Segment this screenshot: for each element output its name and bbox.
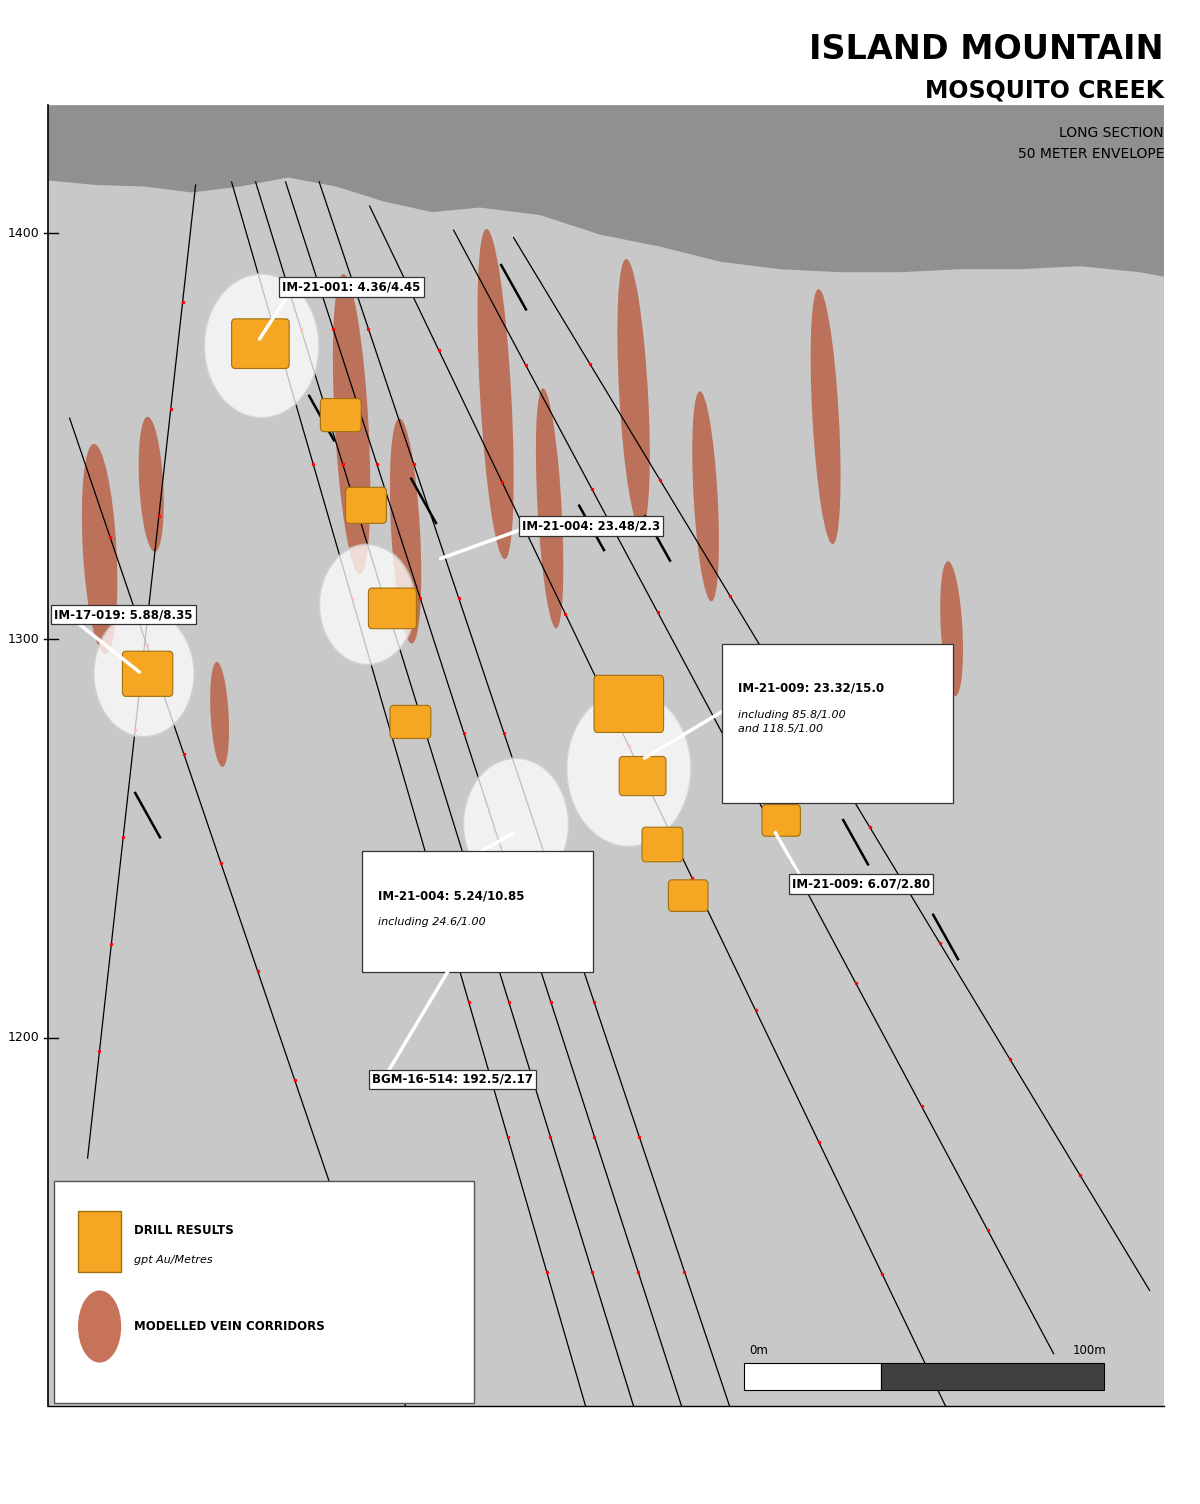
FancyBboxPatch shape: [762, 805, 800, 836]
Ellipse shape: [78, 1290, 121, 1363]
Text: IM-21-001: 4.36/4.45: IM-21-001: 4.36/4.45: [282, 280, 420, 293]
Ellipse shape: [332, 274, 371, 575]
Text: IM-21-004: 5.24/10.85: IM-21-004: 5.24/10.85: [378, 889, 524, 902]
Text: including 85.8/1.00
and 118.5/1.00: including 85.8/1.00 and 118.5/1.00: [738, 710, 846, 734]
Ellipse shape: [82, 444, 118, 654]
Text: 1400: 1400: [8, 227, 40, 239]
Ellipse shape: [617, 259, 650, 529]
Text: gpt Au/Metres: gpt Au/Metres: [134, 1256, 214, 1265]
Ellipse shape: [210, 662, 229, 767]
FancyBboxPatch shape: [368, 588, 416, 629]
Ellipse shape: [811, 289, 840, 544]
FancyBboxPatch shape: [232, 319, 289, 368]
Circle shape: [94, 611, 194, 737]
FancyBboxPatch shape: [362, 851, 593, 972]
FancyBboxPatch shape: [320, 399, 361, 432]
FancyBboxPatch shape: [54, 1181, 474, 1403]
FancyBboxPatch shape: [594, 675, 664, 732]
Ellipse shape: [940, 561, 964, 696]
Circle shape: [319, 544, 415, 665]
Text: 1300: 1300: [8, 633, 40, 645]
FancyBboxPatch shape: [619, 757, 666, 796]
Text: 0m: 0m: [749, 1343, 768, 1357]
Ellipse shape: [692, 391, 719, 602]
Ellipse shape: [139, 417, 163, 552]
Ellipse shape: [536, 388, 563, 629]
Text: LONG SECTION
50 METER ENVELOPE: LONG SECTION 50 METER ENVELOPE: [1018, 126, 1164, 161]
Polygon shape: [48, 105, 1164, 277]
Text: IM-21-009: 6.07/2.80: IM-21-009: 6.07/2.80: [792, 877, 930, 890]
Text: IM-21-009: 23.32/15.0: IM-21-009: 23.32/15.0: [738, 681, 884, 695]
Text: IM-17-019: 5.88/8.35: IM-17-019: 5.88/8.35: [54, 608, 192, 621]
Text: MOSQUITO CREEK: MOSQUITO CREEK: [925, 78, 1164, 102]
FancyBboxPatch shape: [642, 827, 683, 862]
Text: ISLAND MOUNTAIN: ISLAND MOUNTAIN: [809, 33, 1164, 66]
Text: DRILL RESULTS: DRILL RESULTS: [134, 1224, 234, 1236]
Circle shape: [463, 758, 569, 890]
Polygon shape: [48, 105, 1164, 1406]
Circle shape: [204, 274, 319, 418]
Ellipse shape: [390, 418, 421, 644]
FancyBboxPatch shape: [122, 651, 173, 696]
Text: BGM-16-514: 192.5/2.17: BGM-16-514: 192.5/2.17: [372, 1072, 533, 1086]
Text: 100m: 100m: [1073, 1343, 1106, 1357]
Ellipse shape: [478, 229, 514, 559]
FancyBboxPatch shape: [744, 1363, 881, 1390]
Text: IM-21-004: 23.48/2.3: IM-21-004: 23.48/2.3: [522, 519, 660, 532]
FancyBboxPatch shape: [722, 644, 953, 803]
FancyBboxPatch shape: [740, 754, 781, 788]
FancyBboxPatch shape: [390, 705, 431, 738]
FancyBboxPatch shape: [346, 487, 386, 523]
FancyBboxPatch shape: [668, 880, 708, 911]
Circle shape: [566, 690, 691, 847]
FancyBboxPatch shape: [78, 1211, 121, 1272]
FancyBboxPatch shape: [881, 1363, 1104, 1390]
Text: including 24.6/1.00: including 24.6/1.00: [378, 917, 486, 928]
Text: 1200: 1200: [8, 1032, 40, 1044]
Text: MODELLED VEIN CORRIDORS: MODELLED VEIN CORRIDORS: [134, 1321, 325, 1333]
